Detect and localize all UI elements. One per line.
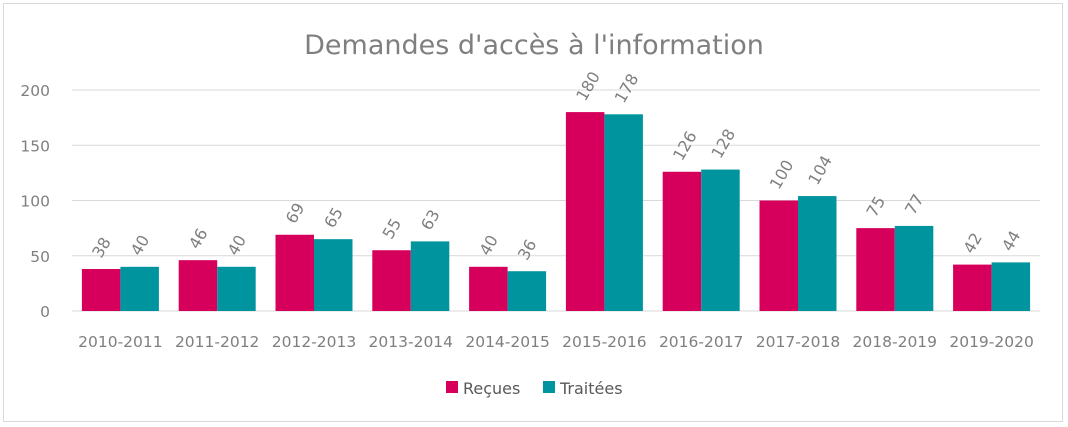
data-label: 40 [223,232,250,259]
legend-label: Reçues [463,379,520,398]
bar-recues [81,269,121,311]
x-axis-ticks: 2010-2011 2011-2012 2012-2013 2013-2014 2014… [78,333,1034,351]
y-tick-label: 50 [30,248,50,266]
bar-traitees [701,169,740,311]
bar-traitees [798,196,837,311]
bar-recues [856,228,895,311]
data-label: 126 [669,128,701,164]
data-label: 44 [998,227,1025,254]
data-label: 128 [707,126,739,162]
x-tick-label: 2013-2014 [369,333,454,351]
data-label: 36 [514,236,541,263]
bar-traitees [217,266,256,311]
bar-recues [275,234,314,311]
bar-traitees [410,241,450,311]
y-tick-label: 150 [20,137,50,155]
data-label: 104 [804,152,836,188]
y-axis-ticks: 0 50 100 150 200 [20,82,50,321]
bar-recues [953,264,992,311]
bar-recues [372,250,411,311]
data-label: 178 [611,70,643,106]
legend-label: Traitées [559,379,623,398]
x-tick-label: 2010-2011 [78,333,163,351]
x-tick-label: 2014-2015 [465,333,550,351]
chart-title: Demandes d'accès à l'information [304,30,764,61]
data-label: 40 [127,232,154,259]
bar-recues [178,260,218,311]
data-label: 42 [959,229,986,256]
y-tick-label: 0 [40,303,50,321]
data-label: 55 [379,215,406,242]
bar-recues [662,171,702,311]
data-label: 75 [863,193,890,220]
data-label: 180 [572,68,604,104]
x-tick-label: 2016-2017 [659,333,744,351]
data-label: 46 [185,225,212,252]
bar-traitees [314,239,353,311]
bar-recues [565,112,605,311]
bar-traitees [604,114,643,311]
bar-recues [469,266,508,311]
legend: Reçues Traitées [446,379,623,398]
x-tick-label: 2018-2019 [853,333,938,351]
data-label: 63 [417,206,444,233]
bar-traitees [120,266,159,311]
legend-swatch [446,381,458,393]
x-tick-label: 2011-2012 [175,333,260,351]
x-tick-label: 2015-2016 [562,333,647,351]
x-tick-label: 2019-2020 [949,333,1034,351]
bar-traitees [991,262,1031,311]
y-tick-label: 100 [20,193,50,211]
data-label: 77 [901,191,928,218]
data-label: 69 [282,200,309,227]
data-label: 40 [475,232,502,259]
y-tick-label: 200 [20,82,50,100]
bars [81,112,1031,311]
bar-traitees [894,225,934,311]
x-tick-label: 2017-2018 [756,333,841,351]
data-label: 38 [88,234,115,261]
legend-swatch [543,381,555,393]
chart-frame [3,3,1063,422]
data-label: 65 [320,204,347,231]
bar-traitees [507,271,547,311]
x-tick-label: 2012-2013 [272,333,357,351]
data-label: 100 [766,157,798,193]
bar-recues [759,200,798,311]
